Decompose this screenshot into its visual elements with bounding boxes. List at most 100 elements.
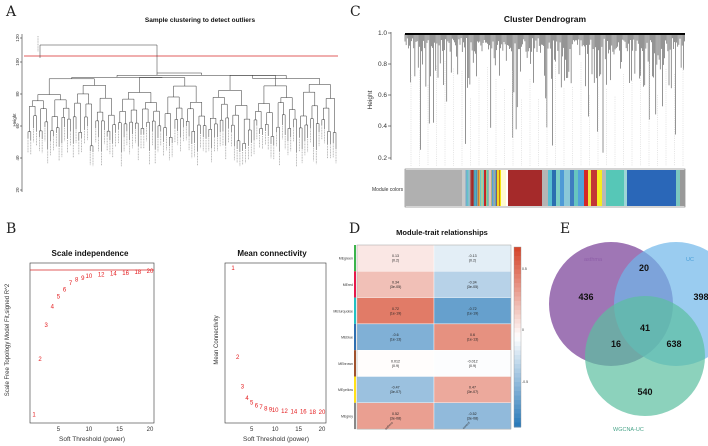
panel-c-dendrogram bbox=[404, 33, 685, 166]
scatter-point-label: 2 bbox=[38, 357, 42, 363]
legend-swatch bbox=[514, 337, 521, 342]
legend-swatch bbox=[514, 404, 521, 410]
heatmap-cell-label: -0.72 bbox=[468, 307, 476, 311]
dendro-branch bbox=[248, 129, 252, 146]
dendro-branch bbox=[108, 114, 115, 132]
ytick-0.4: 0.4 bbox=[378, 123, 387, 130]
module-color-segment bbox=[680, 170, 685, 206]
heatmap-cell bbox=[356, 244, 435, 272]
dendro-branch bbox=[152, 120, 156, 150]
dendro-branch bbox=[95, 120, 99, 138]
scatter-point-label: 4 bbox=[51, 305, 55, 311]
legend-swatch bbox=[514, 287, 521, 293]
scatter-point-label: 8 bbox=[264, 407, 268, 413]
legend-swatch bbox=[514, 265, 521, 270]
scale-independence-xticks: 5 10 15 20 bbox=[57, 427, 154, 433]
dendro-branch bbox=[282, 114, 286, 136]
dendro-branch bbox=[140, 128, 145, 135]
dendro-branch bbox=[293, 118, 297, 153]
module-color-segment bbox=[574, 170, 578, 206]
scatter-point-label: 12 bbox=[98, 272, 105, 278]
dendro-branch bbox=[77, 93, 90, 104]
heatmap-cell bbox=[433, 402, 512, 430]
heatmap-cell bbox=[356, 350, 435, 377]
heatmap-cell-label: 0.72 bbox=[392, 307, 399, 311]
dendro-branch bbox=[118, 122, 122, 153]
module-color-segment bbox=[556, 170, 560, 206]
dendro-branch bbox=[198, 115, 205, 126]
ytick-60: 60 bbox=[15, 123, 20, 129]
legend-swatch bbox=[514, 377, 521, 383]
heatmap-row-label: MEred bbox=[343, 283, 353, 287]
xtick-20: 20 bbox=[319, 427, 326, 433]
dendro-branch bbox=[123, 123, 128, 138]
heatmap-cell-label: 0.47 bbox=[469, 386, 476, 390]
scatter-point-label: 12 bbox=[281, 409, 288, 415]
heatmap-cell bbox=[433, 271, 512, 298]
legend-swatch bbox=[514, 269, 521, 275]
scale-independence-title: Scale independence bbox=[52, 249, 129, 258]
heatmap-cell-label: 0.34 bbox=[392, 280, 399, 284]
dendro-branch bbox=[225, 117, 229, 146]
venn-count-asthma-uc: 20 bbox=[639, 263, 649, 273]
legend-swatch bbox=[514, 373, 521, 378]
dendro-branch bbox=[157, 72, 202, 76]
xtick-20: 20 bbox=[147, 427, 154, 433]
heatmap-row-swatch bbox=[354, 402, 356, 430]
heatmap-cell-label: (1e-19) bbox=[467, 311, 479, 315]
module-color-segment bbox=[548, 170, 552, 206]
legend-swatch bbox=[514, 256, 521, 261]
legend-swatch bbox=[514, 350, 521, 356]
dendro-branch bbox=[78, 132, 82, 141]
scale-independence-xlabel: Soft Threshold (power) bbox=[59, 436, 125, 443]
scatter-point-label: 2 bbox=[236, 355, 240, 361]
legend-swatch bbox=[514, 323, 521, 329]
heatmap-row-label: MEgreen bbox=[339, 257, 353, 261]
dendro-branch bbox=[214, 123, 218, 138]
dendro-branch bbox=[129, 121, 133, 141]
mean-connectivity-title: Mean connectivity bbox=[237, 249, 307, 258]
venn-counts: 436 20 398 41 16 638 540 bbox=[578, 263, 708, 397]
scatter-point-label: 1 bbox=[32, 413, 36, 419]
venn-count-uc-wgcna: 638 bbox=[666, 339, 681, 349]
heatmap-row-swatch bbox=[354, 350, 356, 377]
legend-swatch bbox=[514, 283, 521, 288]
legend-swatch bbox=[514, 418, 521, 423]
venn-count-wgcna-only: 540 bbox=[637, 387, 652, 397]
legend-swatch bbox=[514, 305, 521, 311]
dendro-branch bbox=[128, 92, 152, 103]
legend-swatch bbox=[514, 409, 521, 414]
module-color-segment bbox=[591, 170, 597, 206]
heatmap-cell-label: -0.13 bbox=[468, 254, 476, 258]
heatmap-cell-label: (3e-08) bbox=[467, 416, 479, 420]
scatter-point-label: 4 bbox=[245, 396, 249, 402]
scale-independence-ylabel: Scale Free Topology Model Fit,signed R^2 bbox=[5, 283, 11, 396]
dendro-branch bbox=[146, 121, 150, 151]
xtick-5: 5 bbox=[57, 427, 61, 433]
legend-swatch bbox=[514, 247, 521, 252]
col-label-asthma: asthma bbox=[384, 421, 394, 431]
module-color-segment bbox=[508, 170, 542, 206]
legend-swatch bbox=[514, 260, 521, 266]
scale-independence-frame bbox=[29, 262, 155, 424]
heatmap-row-swatch bbox=[354, 245, 356, 272]
dendro-branch bbox=[219, 119, 224, 133]
heatmap-row-label: MEyellow bbox=[338, 388, 353, 392]
panel-d: D Module-trait relationships 0.13(0.2)-0… bbox=[333, 221, 528, 431]
col-label-control: control bbox=[462, 421, 471, 430]
dendro-branch bbox=[31, 100, 44, 109]
heatmap-cell-label: 0.13 bbox=[392, 254, 399, 258]
module-color-segment bbox=[462, 170, 466, 206]
module-color-segment bbox=[497, 170, 501, 206]
dendro-branch bbox=[190, 102, 203, 117]
module-color-segment bbox=[501, 170, 506, 206]
dendro-branch bbox=[300, 115, 307, 128]
scatter-point-label: 6 bbox=[63, 288, 67, 294]
legend-swatch bbox=[514, 314, 521, 320]
venn-count-all-three: 41 bbox=[640, 323, 650, 333]
panel-c: C Cluster Dendrogram Height 0.2 0.4 0.6 … bbox=[350, 4, 686, 208]
venn-label-wgcna: WGCNA-UC bbox=[613, 427, 644, 433]
heatmap-cell-label: -0.012 bbox=[467, 359, 477, 363]
legend-swatch bbox=[514, 364, 521, 369]
